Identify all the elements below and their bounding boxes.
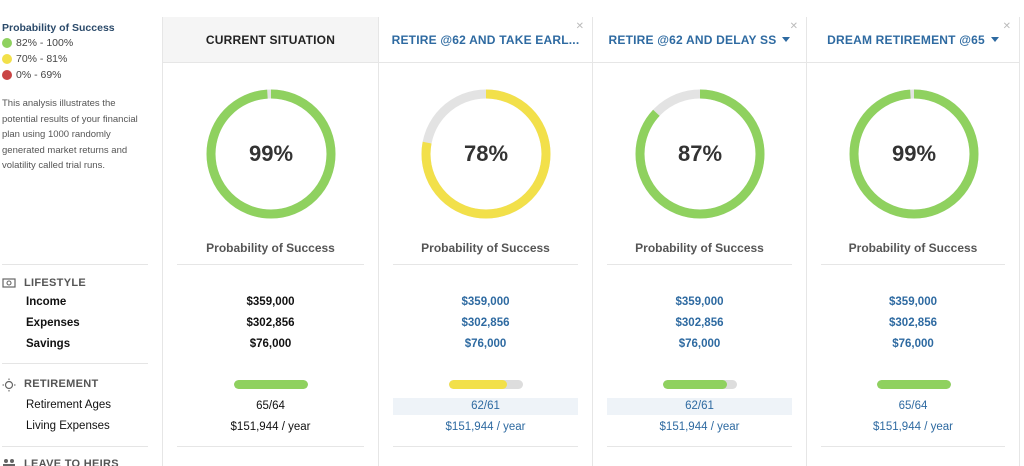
probability-label: Probability of Success	[635, 241, 764, 255]
legend-item-high: 82% - 100%	[2, 37, 73, 49]
money-icon	[2, 277, 16, 289]
success-gauge: 99%	[844, 84, 984, 224]
expenses-value: $302,856	[246, 317, 295, 329]
success-bar-fill	[663, 380, 728, 389]
analysis-description: This analysis illustrates the potential …	[2, 98, 138, 172]
column-title[interactable]: RETIRE @62 AND DELAY SS	[608, 32, 777, 47]
income-label: Income	[26, 296, 67, 308]
yellow-dot-icon	[2, 54, 12, 64]
retirement-ages-value[interactable]: 62/61	[471, 400, 500, 412]
legend-item-mid: 70% - 81%	[2, 53, 67, 65]
success-gauge: 99%	[201, 84, 341, 224]
scenario-column-dream: DREAM RETIREMENT @65 ✕ 99% Probability o…	[806, 17, 1020, 466]
savings-value[interactable]: $76,000	[464, 338, 507, 350]
column-header-retire62-early[interactable]: RETIRE @62 AND TAKE EARL...	[379, 17, 592, 63]
income-value[interactable]: $359,000	[889, 296, 937, 308]
savings-value[interactable]: $76,000	[678, 338, 721, 350]
expenses-label: Expenses	[26, 317, 80, 329]
expenses-value[interactable]: $302,856	[889, 317, 937, 329]
divider	[607, 264, 792, 265]
chevron-down-icon[interactable]	[990, 37, 999, 42]
divider	[821, 264, 1005, 265]
success-gauge: 78%	[416, 84, 556, 224]
divider	[393, 446, 578, 447]
heirs-title: LEAVE TO HEIRS	[24, 458, 119, 466]
success-bar	[234, 380, 308, 389]
retirement-ages-value: 65/64	[256, 400, 285, 412]
living-expenses-value[interactable]: $151,944 / year	[445, 421, 526, 433]
divider	[2, 446, 148, 447]
column-header-current: CURRENT SITUATION	[163, 17, 378, 63]
divider	[2, 264, 148, 265]
probability-label: Probability of Success	[421, 241, 550, 255]
legend-item-label: 70% - 81%	[16, 53, 68, 65]
lifestyle-section-header: LIFESTYLE	[2, 277, 86, 289]
divider	[177, 264, 364, 265]
living-expenses-value: $151,944 / year	[230, 421, 311, 433]
lifestyle-title: LIFESTYLE	[24, 277, 86, 289]
scenario-column-retire62-delay: RETIRE @62 AND DELAY SS ✕ 87% Probabilit…	[592, 17, 806, 466]
heirs-section-header: LEAVE TO HEIRS	[2, 458, 119, 466]
changed-highlight	[393, 398, 578, 415]
column-title[interactable]: RETIRE @62 AND TAKE EARL...	[391, 32, 580, 47]
living-expenses-label: Living Expenses	[26, 420, 110, 432]
living-expenses-value[interactable]: $151,944 / year	[659, 421, 740, 433]
savings-value[interactable]: $76,000	[892, 338, 934, 350]
green-dot-icon	[2, 38, 12, 48]
red-dot-icon	[2, 70, 12, 80]
divider	[2, 363, 148, 364]
probability-label: Probability of Success	[848, 241, 978, 255]
success-bar-fill	[449, 380, 507, 389]
scenario-column-current: CURRENT SITUATION 99% Probability of Suc…	[162, 17, 378, 466]
success-bar	[877, 380, 951, 389]
close-icon[interactable]: ✕	[1002, 21, 1011, 32]
column-title: CURRENT SITUATION	[205, 32, 336, 47]
legend-item-low: 0% - 69%	[2, 69, 62, 81]
column-header-dream[interactable]: DREAM RETIREMENT @65	[807, 17, 1019, 63]
income-value[interactable]: $359,000	[675, 296, 724, 308]
expenses-value[interactable]: $302,856	[461, 317, 510, 329]
divider	[393, 264, 578, 265]
divider	[607, 446, 792, 447]
retirement-ages-label: Retirement Ages	[26, 399, 112, 411]
changed-highlight	[607, 398, 792, 415]
success-bar-fill	[877, 380, 951, 389]
success-bar-fill	[234, 380, 308, 389]
success-percent: 99%	[248, 141, 294, 166]
income-value: $359,000	[246, 296, 295, 308]
living-expenses-value[interactable]: $151,944 / year	[873, 421, 953, 433]
legend-title: Probability of Success	[2, 22, 115, 34]
success-percent: 87%	[677, 141, 723, 166]
probability-label: Probability of Success	[206, 241, 335, 255]
close-icon[interactable]: ✕	[575, 21, 584, 32]
retirement-title: RETIREMENT	[24, 378, 99, 390]
close-icon[interactable]: ✕	[789, 21, 798, 32]
scenario-column-retire62-early: RETIRE @62 AND TAKE EARL... ✕ 78% Probab…	[378, 17, 592, 466]
column-title[interactable]: DREAM RETIREMENT @65	[827, 32, 985, 47]
savings-label: Savings	[26, 338, 71, 350]
legend-item-label: 0% - 69%	[16, 69, 62, 81]
success-percent: 99%	[891, 141, 937, 166]
retirement-ages-value[interactable]: 65/64	[898, 400, 928, 412]
people-icon	[2, 458, 16, 466]
success-percent: 78%	[463, 141, 509, 166]
divider	[177, 446, 364, 447]
legend-item-label: 82% - 100%	[16, 37, 74, 49]
column-header-retire62-delay[interactable]: RETIRE @62 AND DELAY SS	[593, 17, 806, 63]
retirement-section-header: RETIREMENT	[2, 378, 99, 392]
success-bar	[449, 380, 523, 389]
divider	[821, 446, 1005, 447]
chevron-down-icon[interactable]	[782, 37, 791, 42]
savings-value: $76,000	[249, 338, 292, 350]
success-gauge: 87%	[630, 84, 770, 224]
sun-icon	[2, 378, 16, 392]
expenses-value[interactable]: $302,856	[675, 317, 724, 329]
sidebar: Probability of Success 82% - 100% 70% - …	[0, 0, 152, 466]
retirement-ages-value[interactable]: 62/61	[685, 400, 714, 412]
income-value[interactable]: $359,000	[461, 296, 510, 308]
success-bar	[663, 380, 737, 389]
